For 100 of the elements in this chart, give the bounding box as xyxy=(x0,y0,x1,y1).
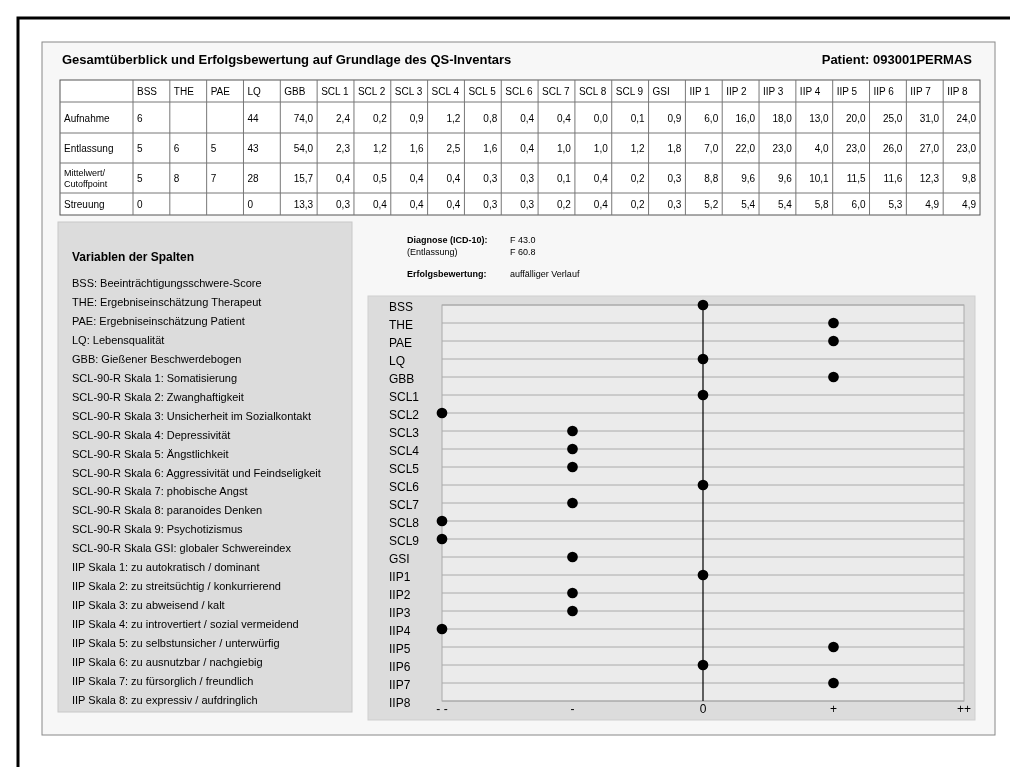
y-tick-label: BSS xyxy=(389,300,414,314)
point xyxy=(436,407,448,419)
y-tick-label: IIP4 xyxy=(389,624,411,638)
y-tick-label: SCL6 xyxy=(389,480,420,494)
y-tick-label: SCL4 xyxy=(389,444,420,458)
text: 2,5 xyxy=(446,143,461,154)
text: - - xyxy=(436,702,448,716)
text: IIP Skala 1: zu autokratisch / dominant xyxy=(72,561,260,574)
text: 0,4 xyxy=(409,199,424,210)
point xyxy=(828,677,839,689)
text: 0,3 xyxy=(483,173,498,184)
text: 0,1 xyxy=(557,173,571,184)
point xyxy=(828,317,839,329)
text: 0,1 xyxy=(630,112,645,124)
text: 0,3 xyxy=(483,199,498,210)
point xyxy=(697,353,709,365)
y-tick-label: IIP7 xyxy=(389,678,411,692)
text: 0,4 xyxy=(520,143,535,154)
text: 0,4 xyxy=(593,199,608,210)
text: 0,3 xyxy=(520,199,535,210)
category-label: IIP 1 xyxy=(689,86,711,97)
text: 24,0 xyxy=(956,112,976,124)
text: SCL-90-R Skala 6: Aggressivität und Feindseligkeit xyxy=(72,466,321,479)
text: Gesamtüberblick und Erfolgsbewertung auf Grundlage des QS-Inventars xyxy=(62,52,512,67)
y-tick-label: IIP5 xyxy=(389,642,411,656)
text: 0,4 xyxy=(593,173,608,184)
text: SCL-90-R Skala 5: Ängstlichkeit xyxy=(72,447,229,460)
text: SCL-90-R Skala 1: Somatisierung xyxy=(72,371,238,384)
y-tick-label: IIP8 xyxy=(389,696,411,710)
point xyxy=(697,299,709,311)
text: 5 xyxy=(210,143,217,154)
text: 0,4 xyxy=(409,173,424,184)
text: 31,0 xyxy=(919,112,940,124)
text: 0,4 xyxy=(520,112,535,124)
text: 2,4 xyxy=(336,112,350,124)
point xyxy=(567,605,578,617)
y-tick-label: SCL9 xyxy=(389,534,420,548)
text: 0,3 xyxy=(336,199,350,210)
text: SCL-90-R Skala 2: Zwanghaftigkeit xyxy=(72,390,244,403)
text: 54,0 xyxy=(293,143,314,154)
category-label: IIP 2 xyxy=(726,86,748,97)
text: 0,0 xyxy=(593,112,608,124)
text: 1,2 xyxy=(372,143,387,154)
y-tick-label: SCL3 xyxy=(389,426,420,440)
text: 23,0 xyxy=(772,143,792,154)
text: 4,0 xyxy=(814,143,829,154)
text: SCL-90-R Skala 4: Depressivität xyxy=(72,428,231,441)
y-tick-label: IIP3 xyxy=(389,606,411,620)
text: IIP Skala 6: zu ausnutzbar / nachgiebig xyxy=(72,656,263,668)
text: IIP Skala 8: zu expressiv / aufdringlich xyxy=(72,693,258,706)
text: 9,6 xyxy=(777,173,792,184)
text: 0,4 xyxy=(446,199,461,210)
category-label: SCL 5 xyxy=(468,86,497,97)
text: Patient: 093001PERMAS xyxy=(821,52,973,67)
category-label: SCL 2 xyxy=(357,86,386,97)
text: 11,5 xyxy=(846,173,866,184)
y-tick-label: LQ xyxy=(389,354,406,368)
text: 0,5 xyxy=(372,173,387,184)
category-label: IIP 4 xyxy=(799,86,821,97)
text: Variablen der Spalten xyxy=(72,250,195,264)
y-tick-label: GSI xyxy=(389,552,410,566)
text: 15,7 xyxy=(293,173,314,184)
text: 1,8 xyxy=(667,143,682,154)
category-label: IIP 5 xyxy=(836,86,858,97)
text: 0,2 xyxy=(630,173,645,184)
text: IIP Skala 3: zu abweisend / kalt xyxy=(72,599,225,612)
y-tick-label: GBB xyxy=(389,372,415,386)
text: 1,6 xyxy=(409,143,424,154)
category-label: GBB xyxy=(284,86,306,97)
category-label: SCL 7 xyxy=(542,86,570,97)
text: 10,1 xyxy=(809,173,829,184)
category-label: Mittelwert/ Cutoffpoint xyxy=(64,168,108,189)
y-tick-label: SCL7 xyxy=(389,498,420,512)
text: 0,8 xyxy=(483,112,498,124)
text: 22,0 xyxy=(735,143,756,154)
category-label: SCL 4 xyxy=(431,86,460,97)
text: 0,4 xyxy=(372,199,387,210)
category-label: Streuung xyxy=(64,199,105,210)
text: 11,6 xyxy=(883,173,903,184)
category-label: Entlassung xyxy=(64,143,114,154)
text: 74,0 xyxy=(293,112,314,124)
category-label: SCL 8 xyxy=(578,86,607,97)
point xyxy=(436,515,448,527)
y-tick-label: PAE xyxy=(389,336,413,350)
text: 18,0 xyxy=(772,112,792,124)
y-tick-label: THE xyxy=(389,318,413,332)
text: 0,2 xyxy=(372,112,387,124)
point xyxy=(828,641,839,653)
text: 4,9 xyxy=(962,199,976,210)
text: 23,0 xyxy=(956,143,976,154)
text: + xyxy=(829,702,838,716)
text: 0,2 xyxy=(557,199,571,210)
y-tick-label: SCL5 xyxy=(389,462,420,476)
text: 4,9 xyxy=(925,199,940,210)
category-label: GSI xyxy=(652,86,670,97)
text: 6,0 xyxy=(851,199,866,210)
text: THE: Ergebniseinschätzung Therapeut xyxy=(72,295,262,308)
text: ++ xyxy=(956,702,972,716)
text: - xyxy=(570,702,575,716)
text: 0,3 xyxy=(667,199,682,210)
